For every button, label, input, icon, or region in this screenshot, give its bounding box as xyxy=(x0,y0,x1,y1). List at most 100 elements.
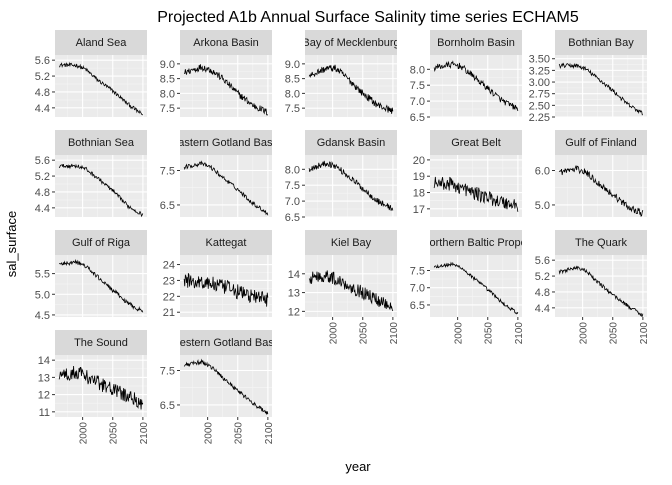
facet-strip-label: Gdansk Basin xyxy=(317,137,385,149)
facet-arkona-basin: Arkona Basin 7.5 8.0 8.5 9.0 xyxy=(160,30,272,117)
y-tick-label: 3.00 xyxy=(529,77,550,89)
facet-strip xyxy=(305,130,397,155)
facet-bay-of-mecklenburg: Bay of Mecklenburg 7.5 8.0 8.5 9.0 xyxy=(285,30,399,117)
series-line-kattegat xyxy=(183,273,269,307)
y-tick-label: 24 xyxy=(163,260,175,272)
y-tick-label: 14 xyxy=(288,269,300,281)
facet-strip xyxy=(430,130,522,155)
y-tick-label: 5.6 xyxy=(35,155,50,167)
y-tick-label: 8.0 xyxy=(285,88,300,100)
y-tick-label: 7.5 xyxy=(160,103,175,115)
y-tick-label: 8.0 xyxy=(410,64,425,76)
y-tick-label: 7.5 xyxy=(285,103,300,115)
y-tick-label: 5.5 xyxy=(35,269,50,281)
y-tick-label: 4.8 xyxy=(535,287,550,299)
x-tick-label: 2000 xyxy=(329,322,340,345)
x-tick-label: 2050 xyxy=(359,322,370,345)
series-line-the-sound xyxy=(58,365,144,410)
facet-strip-label: Bay of Mecklenburg xyxy=(302,37,399,49)
series-line-eastern-gotland-basin xyxy=(183,160,269,216)
facet-strip-label: Great Belt xyxy=(451,137,501,149)
y-tick-label: 5.0 xyxy=(35,289,50,301)
facet-strip-label: Kiel Bay xyxy=(331,237,372,249)
x-tick-label: 2000 xyxy=(204,422,215,445)
x-tick-label: 2050 xyxy=(109,422,120,445)
facet-strip xyxy=(180,130,272,155)
y-tick-label: 8.5 xyxy=(285,74,300,86)
y-tick-label: 7.5 xyxy=(410,80,425,92)
y-tick-label: 22 xyxy=(163,291,175,303)
facet-strip-label: Northern Baltic Proper xyxy=(422,237,531,249)
y-tick-label: 4.8 xyxy=(35,187,50,199)
y-tick-label: 7.5 xyxy=(410,266,425,278)
facet-strip xyxy=(430,230,522,255)
facet-strip-label: Bornholm Basin xyxy=(437,37,515,49)
series-line-the-quark xyxy=(558,265,644,317)
y-tick-label: 17 xyxy=(413,204,425,216)
y-tick-label: 2.25 xyxy=(529,112,550,124)
series-line-bothnian-bay xyxy=(558,62,643,116)
y-tick-label: 6.5 xyxy=(160,200,175,212)
facet-strip-label: The Sound xyxy=(74,337,128,349)
facet-aland-sea: Aland Sea 4.4 4.8 5.2 5.6 xyxy=(35,30,147,117)
y-tick-label: 4.8 xyxy=(35,87,50,99)
y-tick-label: 21 xyxy=(163,307,175,319)
y-tick-label: 8.5 xyxy=(160,74,175,86)
facet-bornholm-basin: Bornholm Basin 6.5 7.0 7.5 8.0 xyxy=(410,30,522,124)
facet-gulf-of-riga: Gulf of Riga 4.5 5.0 5.5 xyxy=(35,230,147,322)
y-tick-label: 5.2 xyxy=(535,271,550,283)
facet-strip-label: Aland Sea xyxy=(76,37,128,49)
facet-strip xyxy=(555,230,647,255)
facet-gdansk-basin: Gdansk Basin 6.5 7.0 7.5 8.0 xyxy=(285,130,397,224)
y-tick-label: 11 xyxy=(39,407,50,419)
y-tick-label: 4.5 xyxy=(35,310,50,322)
facet-strip xyxy=(430,30,522,55)
y-tick-label: 5.6 xyxy=(35,55,50,67)
y-tick-label: 18 xyxy=(413,188,425,200)
y-tick-label: 8.0 xyxy=(285,164,300,176)
y-tick-label: 6.5 xyxy=(410,300,425,312)
series-line-western-gotland-basin xyxy=(183,358,269,415)
series-line-gdansk-basin xyxy=(308,160,394,211)
y-tick-label: 4.4 xyxy=(35,103,50,115)
facet-strip-label: Eastern Gotland Basin xyxy=(171,137,281,149)
x-tick-label: 2100 xyxy=(264,422,275,445)
facet-strip xyxy=(55,230,147,255)
series-line-great-belt xyxy=(433,176,519,212)
facet-panel-background xyxy=(430,55,522,117)
facet-gulf-of-finland: Gulf of Finland 5.0 6.0 xyxy=(535,130,647,217)
x-tick-label: 2100 xyxy=(389,322,400,345)
y-tick-label: 9.0 xyxy=(160,59,175,71)
facet-eastern-gotland-basin: Eastern Gotland Basin 6.5 7.5 xyxy=(160,130,281,217)
x-tick-label: 2100 xyxy=(139,422,150,445)
y-tick-label: 12 xyxy=(38,390,50,402)
x-tick-label: 2100 xyxy=(514,322,525,345)
y-axis-title: sal_surface xyxy=(4,211,19,277)
y-tick-label: 5.2 xyxy=(35,171,50,183)
x-tick-label: 2100 xyxy=(639,322,650,345)
facet-strip xyxy=(180,30,272,55)
series-line-gulf-of-riga xyxy=(59,258,144,313)
series-line-bothnian-sea xyxy=(58,163,144,218)
series-line-aland-sea xyxy=(59,61,144,116)
y-tick-label: 14 xyxy=(38,355,50,367)
y-tick-label: 6.0 xyxy=(535,166,550,178)
y-tick-label: 12 xyxy=(288,306,300,318)
facet-strip xyxy=(55,130,147,155)
facet-strip-label: Gulf of Finland xyxy=(565,137,637,149)
y-tick-label: 7.0 xyxy=(410,96,425,108)
x-tick-label: 2000 xyxy=(579,322,590,345)
facet-bothnian-bay: Bothnian Bay 2.252.502.753.003.253.50 xyxy=(529,30,647,124)
series-line-bay-of-mecklenburg xyxy=(308,64,394,114)
facet-strip xyxy=(555,130,647,155)
facet-great-belt: Great Belt 17 18 19 20 xyxy=(413,130,522,217)
y-tick-label: 5.0 xyxy=(535,200,550,212)
y-tick-label: 7.5 xyxy=(160,166,175,178)
series-line-gulf-of-finland xyxy=(558,165,644,217)
facet-strip xyxy=(55,30,147,55)
y-tick-label: 20 xyxy=(413,155,425,167)
facet-panel-background xyxy=(555,255,647,317)
facet-strip-label: Western Gotland Basin xyxy=(170,337,283,349)
series-line-bornholm-basin xyxy=(433,60,519,112)
